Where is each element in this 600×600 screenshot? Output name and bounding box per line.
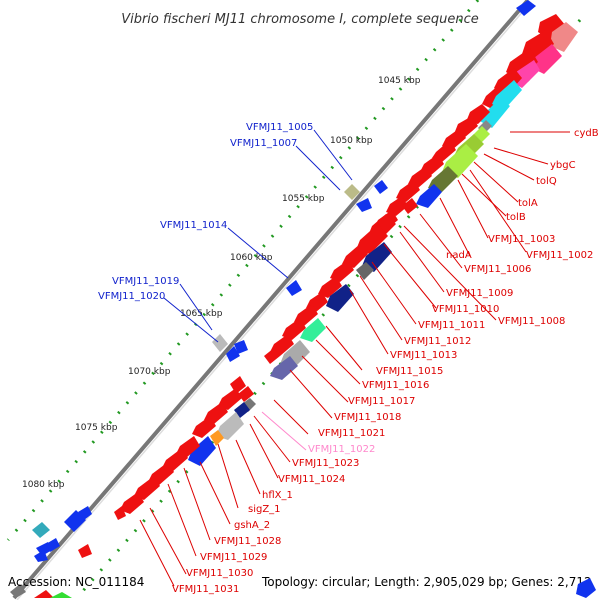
gene-arrow — [270, 334, 294, 356]
gene-label: tolQ — [536, 176, 557, 187]
gene-label: hflX_1 — [262, 490, 293, 501]
gene-label: VFMJ11_1016 — [362, 380, 429, 391]
gene-label: VFMJ11_1011 — [418, 320, 485, 331]
gene-label: VFMJ11_1010 — [432, 304, 499, 315]
gene-arrow — [78, 506, 92, 520]
gene-arrow — [270, 356, 298, 380]
gene-label: VFMJ11_1015 — [376, 366, 443, 377]
gene-arrow — [356, 224, 388, 254]
gene-arrow — [234, 402, 250, 418]
gene-arrow — [516, 0, 536, 16]
gene-label: VFMJ11_1002 — [526, 250, 593, 261]
gene-arrow — [218, 388, 242, 410]
gene-label: VFMJ11_1014 — [160, 220, 227, 231]
gene-label: tolB — [506, 212, 526, 223]
gene-label: gshA_2 — [234, 520, 270, 531]
gene-arrow — [286, 280, 302, 296]
gene-label: VFMJ11_1023 — [292, 458, 359, 469]
scale-label: 1080 kbp — [22, 480, 65, 490]
scale-label: 1060 kbp — [230, 253, 273, 263]
gene-arrow — [326, 284, 354, 312]
gene-label: VFMJ11_1024 — [278, 474, 345, 485]
leader-lines-left — [163, 129, 353, 343]
gene-label: VFMJ11_1007 — [230, 138, 297, 149]
gene-label: VFMJ11_1022 — [308, 444, 375, 455]
map-title: Vibrio fischeri MJ11 chromosome I, compl… — [121, 12, 479, 27]
accession-text: Accession: NC_011184 — [8, 575, 144, 589]
gene-arrow — [114, 506, 126, 520]
gene-arrow — [532, 44, 562, 74]
gene-label: VFMJ11_1019 — [112, 276, 179, 287]
gene-label: VFMJ11_1005 — [246, 122, 313, 133]
gene-arrow — [318, 276, 342, 298]
gene-track-outer — [10, 0, 536, 598]
scale-label: 1075 kbp — [75, 423, 118, 433]
gene-label: VFMJ11_1017 — [348, 396, 415, 407]
gene-label: VFMJ11_1018 — [334, 412, 401, 423]
gene-arrow — [576, 578, 596, 598]
gene-arrow — [344, 184, 360, 200]
gene-arrow — [362, 242, 392, 272]
gene-arrow — [300, 318, 326, 342]
gene-label: VFMJ11_1008 — [498, 316, 565, 327]
gene-arrow — [134, 476, 160, 500]
leader-lines-right — [139, 131, 570, 587]
gene-label: VFMJ11_1006 — [464, 264, 531, 275]
labels-right: cydB ybgC tolQ tolA tolB VFMJ11_1003 nad… — [172, 128, 599, 595]
gene-label: VFMJ11_1003 — [488, 234, 555, 245]
gene-arrow — [10, 584, 26, 598]
gene-label: cydB — [574, 128, 599, 139]
scale-label: 1055 kbp — [282, 194, 325, 204]
labels-left: VFMJ11_1005 VFMJ11_1007 VFMJ11_1014 VFMJ… — [98, 122, 313, 302]
gene-arrow — [416, 184, 442, 208]
gene-label: VFMJ11_1029 — [200, 552, 267, 563]
gene-label: VFMJ11_1030 — [186, 568, 253, 579]
gene-arrow — [356, 262, 374, 280]
gene-arrow — [192, 416, 216, 438]
gene-arrow — [188, 436, 216, 466]
gene-arrow — [32, 522, 50, 538]
gene-arrow — [120, 492, 144, 514]
gene-arrow — [216, 412, 244, 440]
gene-label: VFMJ11_1009 — [446, 288, 513, 299]
gene-arrow — [234, 340, 248, 354]
gene-label: VFMJ11_1028 — [214, 536, 281, 547]
gene-label: VFMJ11_1012 — [404, 336, 471, 347]
scale-label: 1050 kbp — [330, 136, 373, 146]
gene-label: ybgC — [550, 160, 576, 171]
gene-arrow — [34, 590, 54, 598]
gene-arrow — [46, 538, 60, 552]
gene-arrow — [482, 84, 508, 110]
gene-label: VFMJ11_1020 — [98, 291, 165, 302]
backbone — [12, 0, 532, 600]
gene-arrow — [212, 334, 228, 352]
gene-arrow — [50, 592, 72, 598]
gene-arrow — [78, 544, 92, 558]
gene-label: tolA — [518, 198, 538, 209]
gene-arrow — [356, 198, 372, 212]
gene-label: sigZ_1 — [248, 504, 281, 515]
gene-label: VFMJ11_1021 — [318, 428, 385, 439]
gene-arrow — [210, 430, 224, 446]
gene-label: nadA — [446, 250, 472, 261]
gene-label: VFMJ11_1013 — [390, 350, 457, 361]
gene-arrow — [264, 348, 280, 364]
gene-arrow — [402, 198, 418, 214]
gene-arrow — [34, 550, 48, 562]
backbone-line — [12, 0, 530, 600]
gene-arrow — [64, 510, 86, 532]
scale-label: 1070 kbp — [128, 367, 171, 377]
gene-arrow — [374, 180, 388, 194]
summary-text: Topology: circular; Length: 2,905,029 bp… — [261, 575, 592, 589]
gene-arrow — [550, 22, 578, 52]
gene-arrow — [226, 346, 240, 362]
gene-track-inner — [34, 14, 578, 598]
scale-label: 1045 kbp — [378, 76, 421, 86]
gene-label: VFMJ11_1031 — [172, 584, 239, 595]
